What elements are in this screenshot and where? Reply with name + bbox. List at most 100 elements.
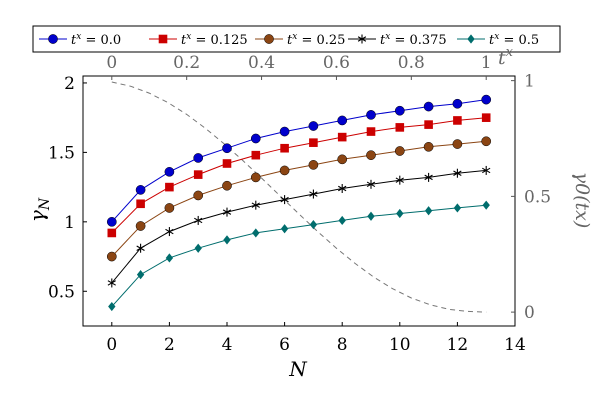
- data-point: [165, 227, 174, 237]
- legend-label: tx = 0.5: [489, 32, 539, 48]
- data-point: [366, 110, 376, 120]
- data-point: [251, 150, 261, 160]
- data-point: [452, 98, 463, 109]
- data-point: [223, 235, 231, 245]
- secondary-y-tick-label: 1: [524, 72, 535, 92]
- data-point: [165, 253, 174, 263]
- data-point: [395, 123, 405, 132]
- data-point: [482, 200, 490, 210]
- data-point: [309, 189, 318, 199]
- data-point: [395, 175, 404, 185]
- data-point: [107, 278, 116, 288]
- data-point-stroke: [251, 202, 260, 208]
- data-point: [136, 270, 145, 280]
- y-tick-label: 2: [64, 74, 75, 94]
- x-tick-label: 8: [337, 335, 348, 355]
- data-point: [453, 168, 462, 178]
- secondary-x-tick-label: 0: [106, 53, 117, 73]
- x-tick-label: 10: [389, 335, 411, 355]
- data-point: [309, 220, 318, 230]
- data-point: [193, 190, 204, 201]
- data-point: [222, 143, 232, 154]
- secondary-x-tick-label: 1: [481, 53, 492, 73]
- data-point: [367, 211, 375, 221]
- y-tick-label: 1.5: [48, 143, 75, 163]
- legend-entry: tx = 0.125: [149, 32, 248, 48]
- data-point: [337, 132, 347, 142]
- x-tick-label: 4: [222, 335, 233, 355]
- series-line: [111, 169, 487, 284]
- secondary-x-tick-label: 0.8: [398, 53, 425, 73]
- series: [106, 136, 492, 262]
- data-point: [394, 146, 405, 156]
- data-point: [394, 105, 405, 116]
- data-point-stroke: [136, 245, 145, 251]
- secondary-x-axis-label: tx: [498, 45, 514, 69]
- data-point: [453, 203, 462, 213]
- data-point: [337, 115, 348, 126]
- data-point: [481, 113, 491, 122]
- data-point: [164, 166, 175, 177]
- x-tick-label: 14: [504, 335, 526, 355]
- data-point: [158, 34, 168, 44]
- data-point: [136, 199, 145, 209]
- data-point: [338, 215, 346, 226]
- data-point-stroke: [395, 177, 404, 183]
- secondary-y-tick-label: 0.5: [524, 187, 551, 207]
- data-point: [481, 136, 492, 147]
- data-point-stroke: [107, 280, 116, 286]
- data-point: [222, 159, 232, 168]
- data-point: [136, 243, 145, 253]
- data-point: [193, 170, 203, 179]
- plot-frame: [82, 75, 516, 327]
- x-tick-label: 6: [279, 335, 290, 355]
- data-point: [250, 172, 261, 183]
- series-line: [111, 117, 487, 234]
- data-point-stroke: [366, 181, 376, 188]
- primary-layer: [106, 94, 492, 312]
- data-point: [165, 182, 174, 192]
- series: [107, 165, 491, 288]
- data-point: [452, 139, 463, 149]
- data-point: [280, 195, 289, 205]
- legend-label: tx = 0.375: [380, 32, 447, 48]
- data-point: [264, 34, 274, 44]
- data-point: [308, 121, 319, 131]
- data-point: [106, 216, 117, 227]
- data-point: [467, 34, 475, 44]
- series: [107, 113, 491, 238]
- legend-entry: tx = 0.25: [255, 32, 345, 48]
- data-point-stroke: [165, 228, 174, 235]
- data-point: [423, 101, 434, 112]
- axes-layer: 0 2 4 6 8 10 12 140.511.520 0.2 0.4 0.6 0.8 100.51: [48, 53, 551, 355]
- series-line: [111, 140, 487, 257]
- data-point: [164, 203, 175, 213]
- secondary-curve-line: [111, 81, 487, 313]
- data-point: [222, 180, 232, 191]
- data-point: [482, 165, 491, 175]
- legend-label: tx = 0.125: [181, 32, 248, 48]
- data-point-stroke: [482, 167, 491, 174]
- data-point: [337, 154, 348, 165]
- legend-entry: tx = 0.5: [457, 32, 539, 48]
- secondary-layer: [111, 81, 487, 313]
- data-point: [252, 228, 260, 238]
- data-point: [280, 143, 289, 153]
- y-tick-label: 1: [64, 213, 75, 233]
- data-point-stroke: [453, 170, 462, 176]
- series: [108, 200, 490, 312]
- data-point-stroke: [309, 191, 318, 197]
- legend-entry: tx = 0.375: [348, 32, 447, 48]
- data-point: [366, 179, 376, 189]
- data-point: [107, 228, 117, 238]
- data-point: [357, 34, 367, 44]
- data-point: [280, 224, 289, 234]
- data-point-stroke: [280, 196, 289, 203]
- data-point: [194, 243, 202, 253]
- secondary-x-tick-label: 0.6: [323, 53, 350, 73]
- data-point: [222, 207, 232, 217]
- data-point: [48, 34, 58, 44]
- data-point: [279, 126, 290, 137]
- legend: tx = 0.0 tx = 0.125 tx = 0.25 tx = 0.375 tx …: [32, 25, 561, 53]
